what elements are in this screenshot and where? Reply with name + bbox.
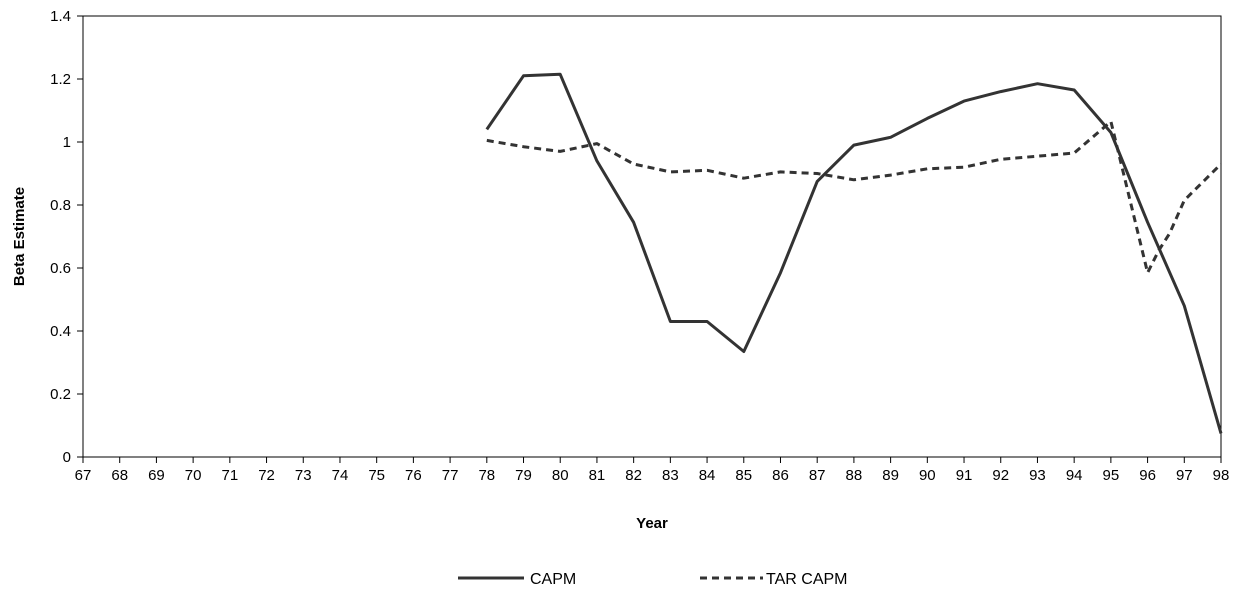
x-tick-label: 71	[221, 467, 238, 484]
x-tick-label: 91	[956, 467, 973, 484]
x-tick-label: 82	[625, 467, 642, 484]
y-tick-label: 1.4	[50, 8, 71, 25]
legend-label-tar-capm: TAR CAPM	[766, 571, 847, 588]
x-tick-label: 86	[772, 467, 789, 484]
x-tick-label: 81	[589, 467, 606, 484]
x-tick-label: 93	[1029, 467, 1046, 484]
plot-area-border	[82, 15, 1222, 458]
x-tick-label: 85	[735, 467, 752, 484]
x-tick-label: 79	[515, 467, 532, 484]
x-tick-label: 88	[846, 467, 863, 484]
x-axis-title: Year	[636, 515, 668, 532]
y-tick-label: 0.4	[50, 323, 71, 340]
legend: CAPM TAR CAPM	[458, 571, 847, 588]
x-tick-label: 98	[1213, 467, 1230, 484]
x-tick-label: 94	[1066, 467, 1083, 484]
y-tick-label: 0	[63, 449, 71, 466]
x-tick-label: 95	[1103, 467, 1120, 484]
x-tick-label: 89	[882, 467, 899, 484]
legend-label-capm: CAPM	[530, 571, 576, 588]
x-tick-label: 67	[75, 467, 92, 484]
x-tick-label: 84	[699, 467, 716, 484]
y-tick-label: 1	[63, 134, 71, 151]
x-tick-label: 72	[258, 467, 275, 484]
x-tick-label: 78	[478, 467, 495, 484]
x-tick-label: 68	[111, 467, 128, 484]
y-tick-label: 1.2	[50, 71, 71, 88]
series-line-capm	[485, 72, 1223, 434]
x-tick-label: 73	[295, 467, 312, 484]
x-tick-label: 80	[552, 467, 569, 484]
x-tick-label: 96	[1139, 467, 1156, 484]
x-tick-label: 90	[919, 467, 936, 484]
x-tick-label: 69	[148, 467, 165, 484]
x-tick-label: 92	[992, 467, 1009, 484]
x-tick-label: 83	[662, 467, 679, 484]
x-tick-label: 74	[332, 467, 349, 484]
x-tick-label: 87	[809, 467, 826, 484]
y-axis-title: Beta Estimate	[11, 187, 28, 286]
series-line-tar-capm	[486, 120, 1223, 275]
x-tick-label: 77	[442, 467, 459, 484]
y-tick-label: 0.6	[50, 260, 71, 277]
y-tick-label: 0.8	[50, 197, 71, 214]
y-tick-label: 0.2	[50, 386, 71, 403]
x-tick-label: 76	[405, 467, 422, 484]
x-tick-label: 97	[1176, 467, 1193, 484]
x-tick-label: 75	[368, 467, 385, 484]
x-tick-label: 70	[185, 467, 202, 484]
